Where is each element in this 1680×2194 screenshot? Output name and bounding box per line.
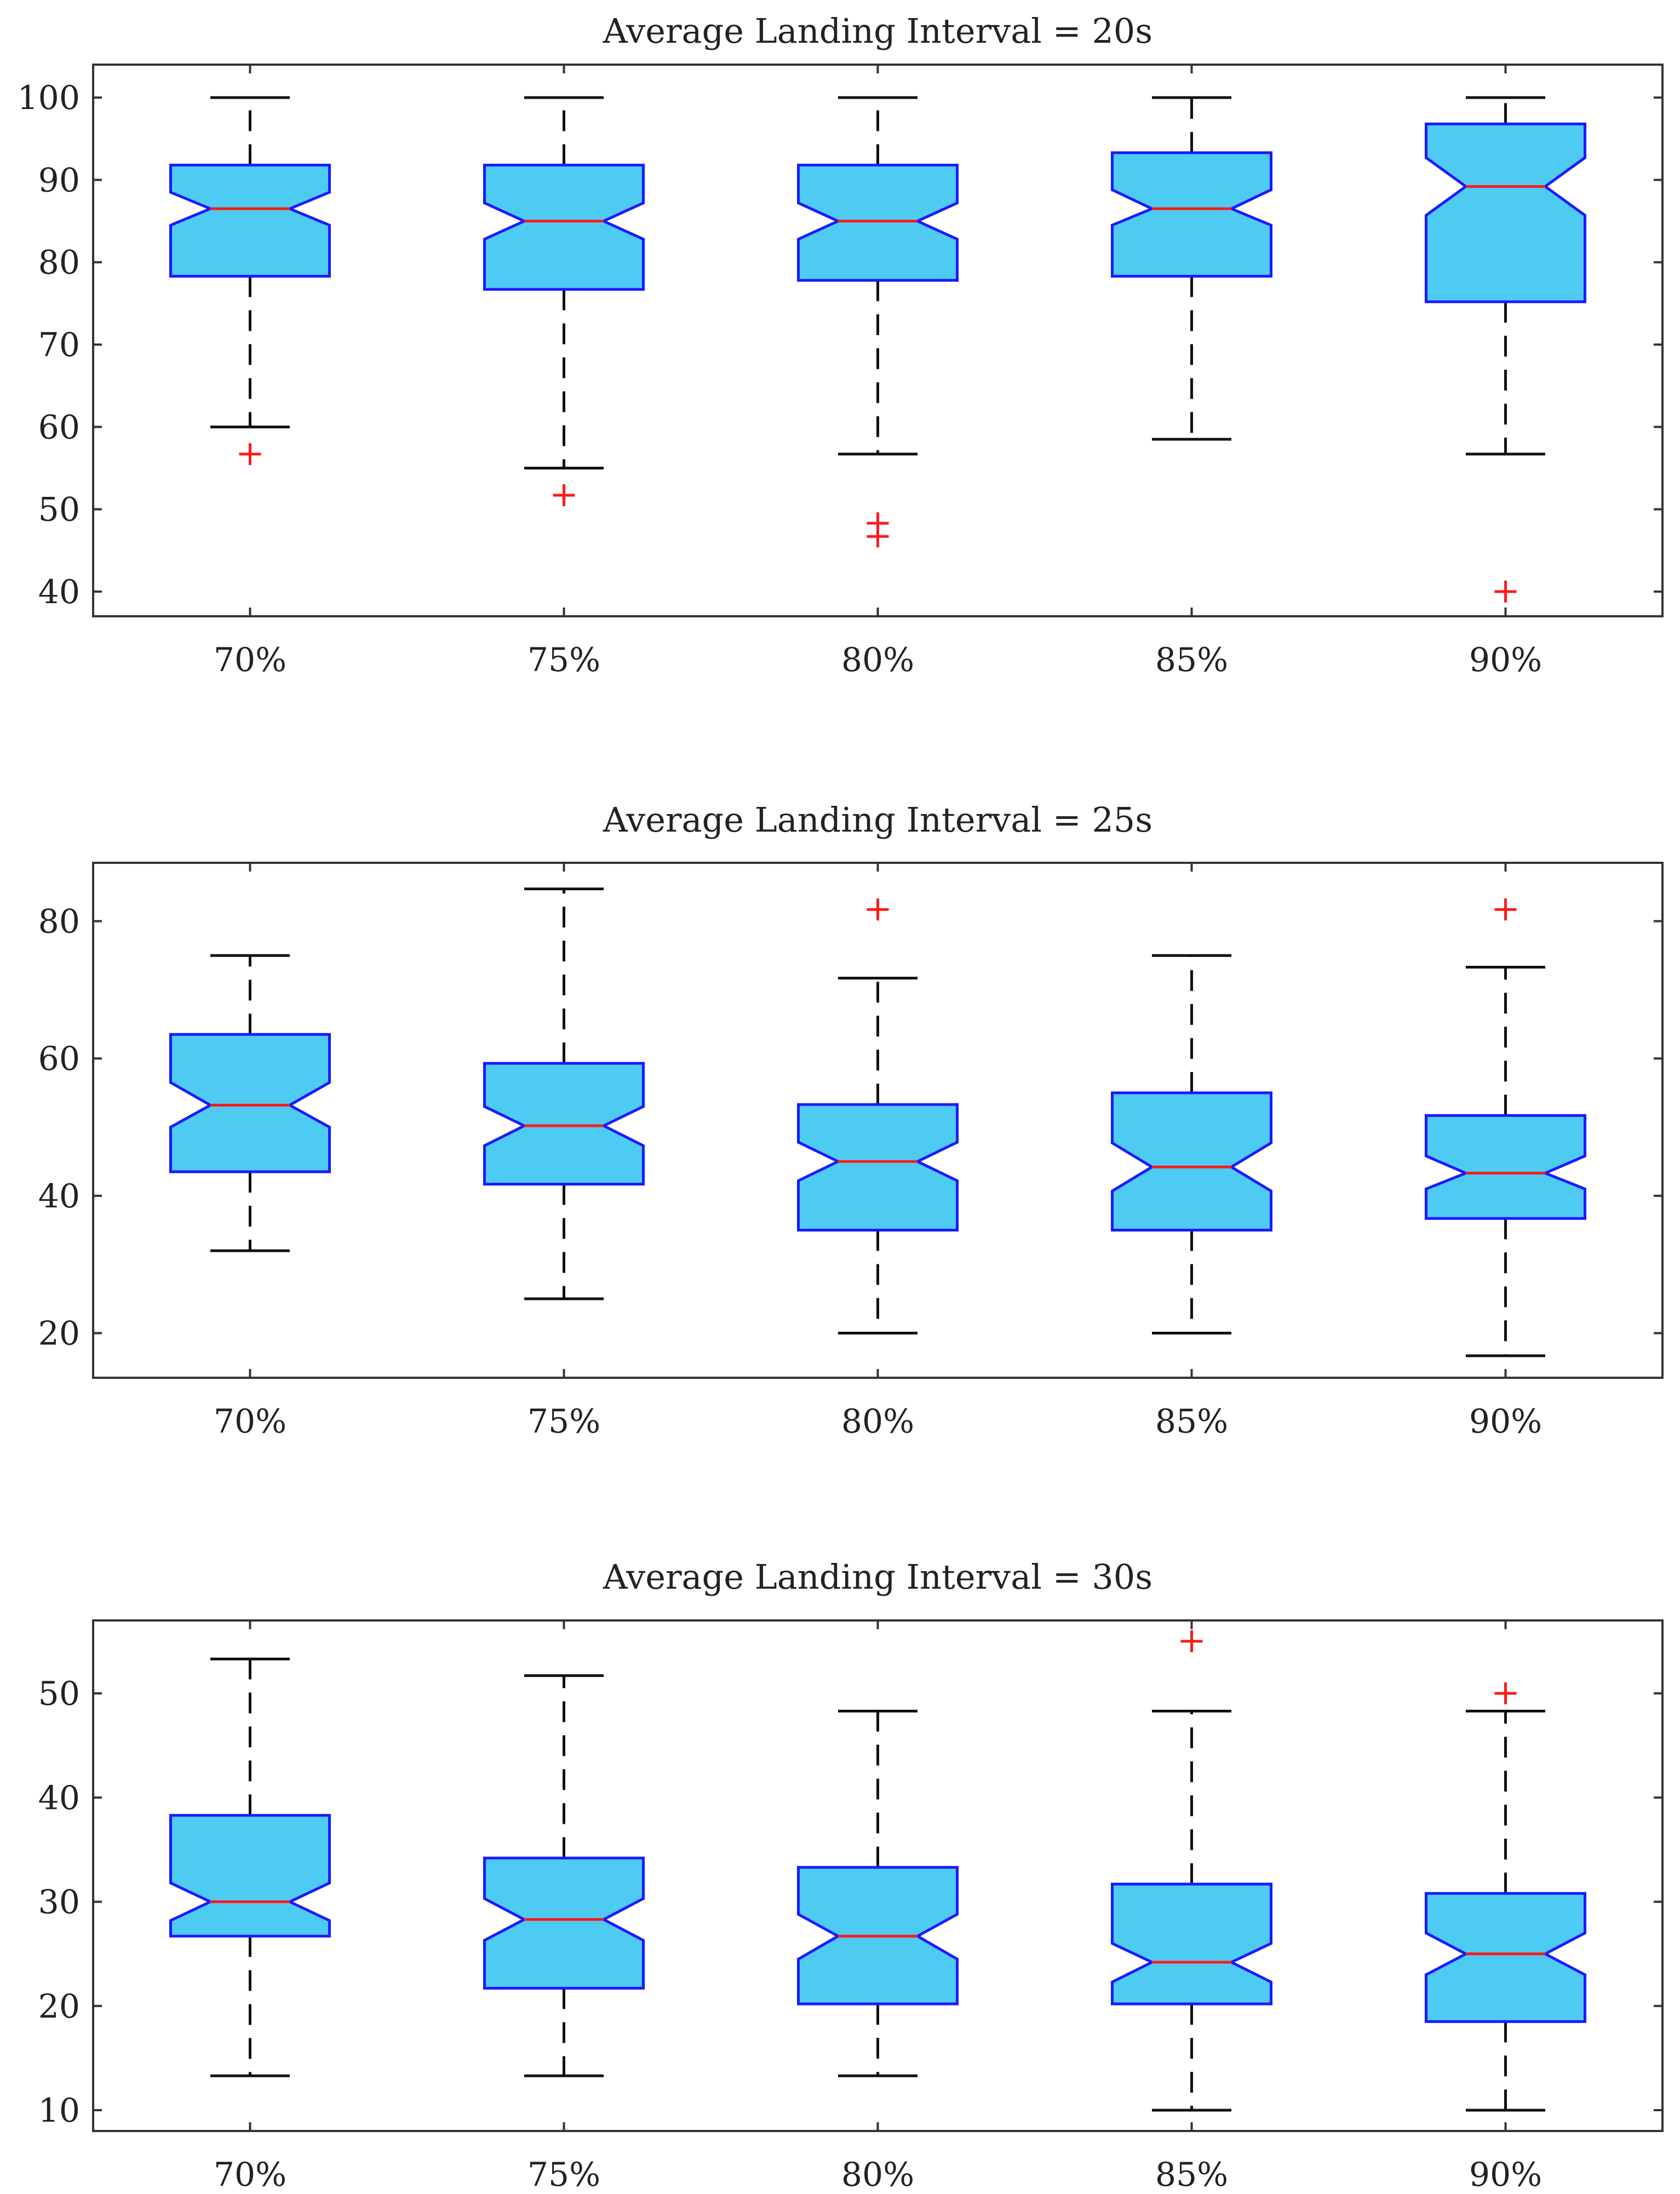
- y-tick-label: 70: [38, 326, 80, 364]
- x-tick-label: 80%: [841, 641, 914, 679]
- outlier-marker: [1494, 580, 1517, 603]
- y-tick-label: 40: [38, 1779, 80, 1817]
- notched-box: [1111, 151, 1272, 278]
- chart-title: Average Landing Interval = 20s: [603, 11, 1153, 51]
- x-tick-label: 75%: [527, 2156, 600, 2194]
- notched-box: [1111, 1091, 1272, 1231]
- y-tick-label: 30: [38, 1883, 80, 1922]
- notched-box: [1111, 1882, 1272, 2006]
- box-group-85pct: [1111, 954, 1272, 1335]
- outlier-marker: [1180, 1630, 1203, 1653]
- y-tick-label: 60: [38, 1040, 80, 1078]
- subplot-interval-30s: Average Landing Interval = 30s 10 20 30 40 50…: [38, 1557, 1664, 2194]
- x-tick-label: 90%: [1469, 641, 1542, 679]
- outlier-marker: [553, 484, 575, 507]
- y-tick-label: 10: [38, 2092, 80, 2130]
- y-tick-label: 90: [38, 161, 80, 199]
- box-group-80pct: [797, 898, 959, 1335]
- notched-box: [1425, 1892, 1586, 2023]
- chart-title: Average Landing Interval = 25s: [603, 800, 1153, 840]
- outlier-marker: [1494, 1682, 1517, 1705]
- notched-box: [483, 163, 645, 291]
- box-group-75pct: [483, 1674, 645, 2077]
- notched-box: [483, 1857, 645, 1990]
- x-tick-label: 85%: [1155, 641, 1228, 679]
- box-group-90pct: [1425, 898, 1586, 1357]
- subplot-interval-20s: Average Landing Interval = 20s 40 50 60 70 80…: [17, 11, 1664, 679]
- x-tick-label: 70%: [214, 641, 286, 679]
- notched-box: [169, 163, 331, 278]
- box-group-90pct: [1425, 1682, 1586, 2112]
- outlier-marker: [867, 898, 889, 921]
- x-tick-label: 80%: [841, 2156, 914, 2194]
- x-tick-label: 90%: [1469, 2156, 1542, 2194]
- y-tick-label: 80: [38, 903, 80, 941]
- notched-box: [797, 1103, 959, 1231]
- outlier-marker: [239, 443, 261, 465]
- subplot-interval-25s: Average Landing Interval = 25s 20 40 60 80 70…: [38, 800, 1664, 1441]
- notched-box: [169, 1033, 331, 1173]
- x-tick-label: 90%: [1469, 1402, 1542, 1441]
- notched-box: [483, 1062, 645, 1186]
- notched-box: [797, 163, 959, 282]
- box-group-85pct: [1111, 96, 1272, 441]
- y-tick-label: 80: [38, 244, 80, 282]
- box-group-80pct: [797, 1709, 959, 2077]
- y-tick-label: 20: [38, 1987, 80, 2026]
- box-group-70pct: [169, 96, 331, 465]
- notched-box: [1425, 1114, 1586, 1220]
- outlier-marker: [1494, 898, 1517, 921]
- y-tick-label: 40: [38, 1177, 80, 1216]
- x-tick-label: 75%: [527, 1402, 600, 1441]
- box-group-70pct: [169, 954, 331, 1252]
- outlier-marker: [867, 525, 889, 548]
- y-tick-label: 50: [38, 1675, 80, 1713]
- x-tick-label: 70%: [214, 1402, 286, 1441]
- notched-box: [1425, 122, 1586, 303]
- box-group-90pct: [1425, 96, 1586, 603]
- x-tick-label: 85%: [1155, 1402, 1228, 1441]
- box-group-75pct: [483, 887, 645, 1301]
- y-tick-label: 60: [38, 408, 80, 446]
- box-group-70pct: [169, 1657, 331, 2077]
- box-group-75pct: [483, 96, 645, 507]
- x-tick-label: 75%: [527, 641, 600, 679]
- y-tick-label: 50: [38, 491, 80, 529]
- x-tick-label: 80%: [841, 1402, 914, 1441]
- y-tick-label: 100: [17, 79, 80, 117]
- y-tick-label: 40: [38, 573, 80, 611]
- x-tick-label: 70%: [214, 2156, 286, 2194]
- notched-box: [169, 1814, 331, 1938]
- box-group-80pct: [797, 96, 959, 548]
- chart-title: Average Landing Interval = 30s: [603, 1557, 1153, 1597]
- y-tick-label: 20: [38, 1315, 80, 1353]
- box-group-85pct: [1111, 1630, 1272, 2112]
- x-tick-label: 85%: [1155, 2156, 1228, 2194]
